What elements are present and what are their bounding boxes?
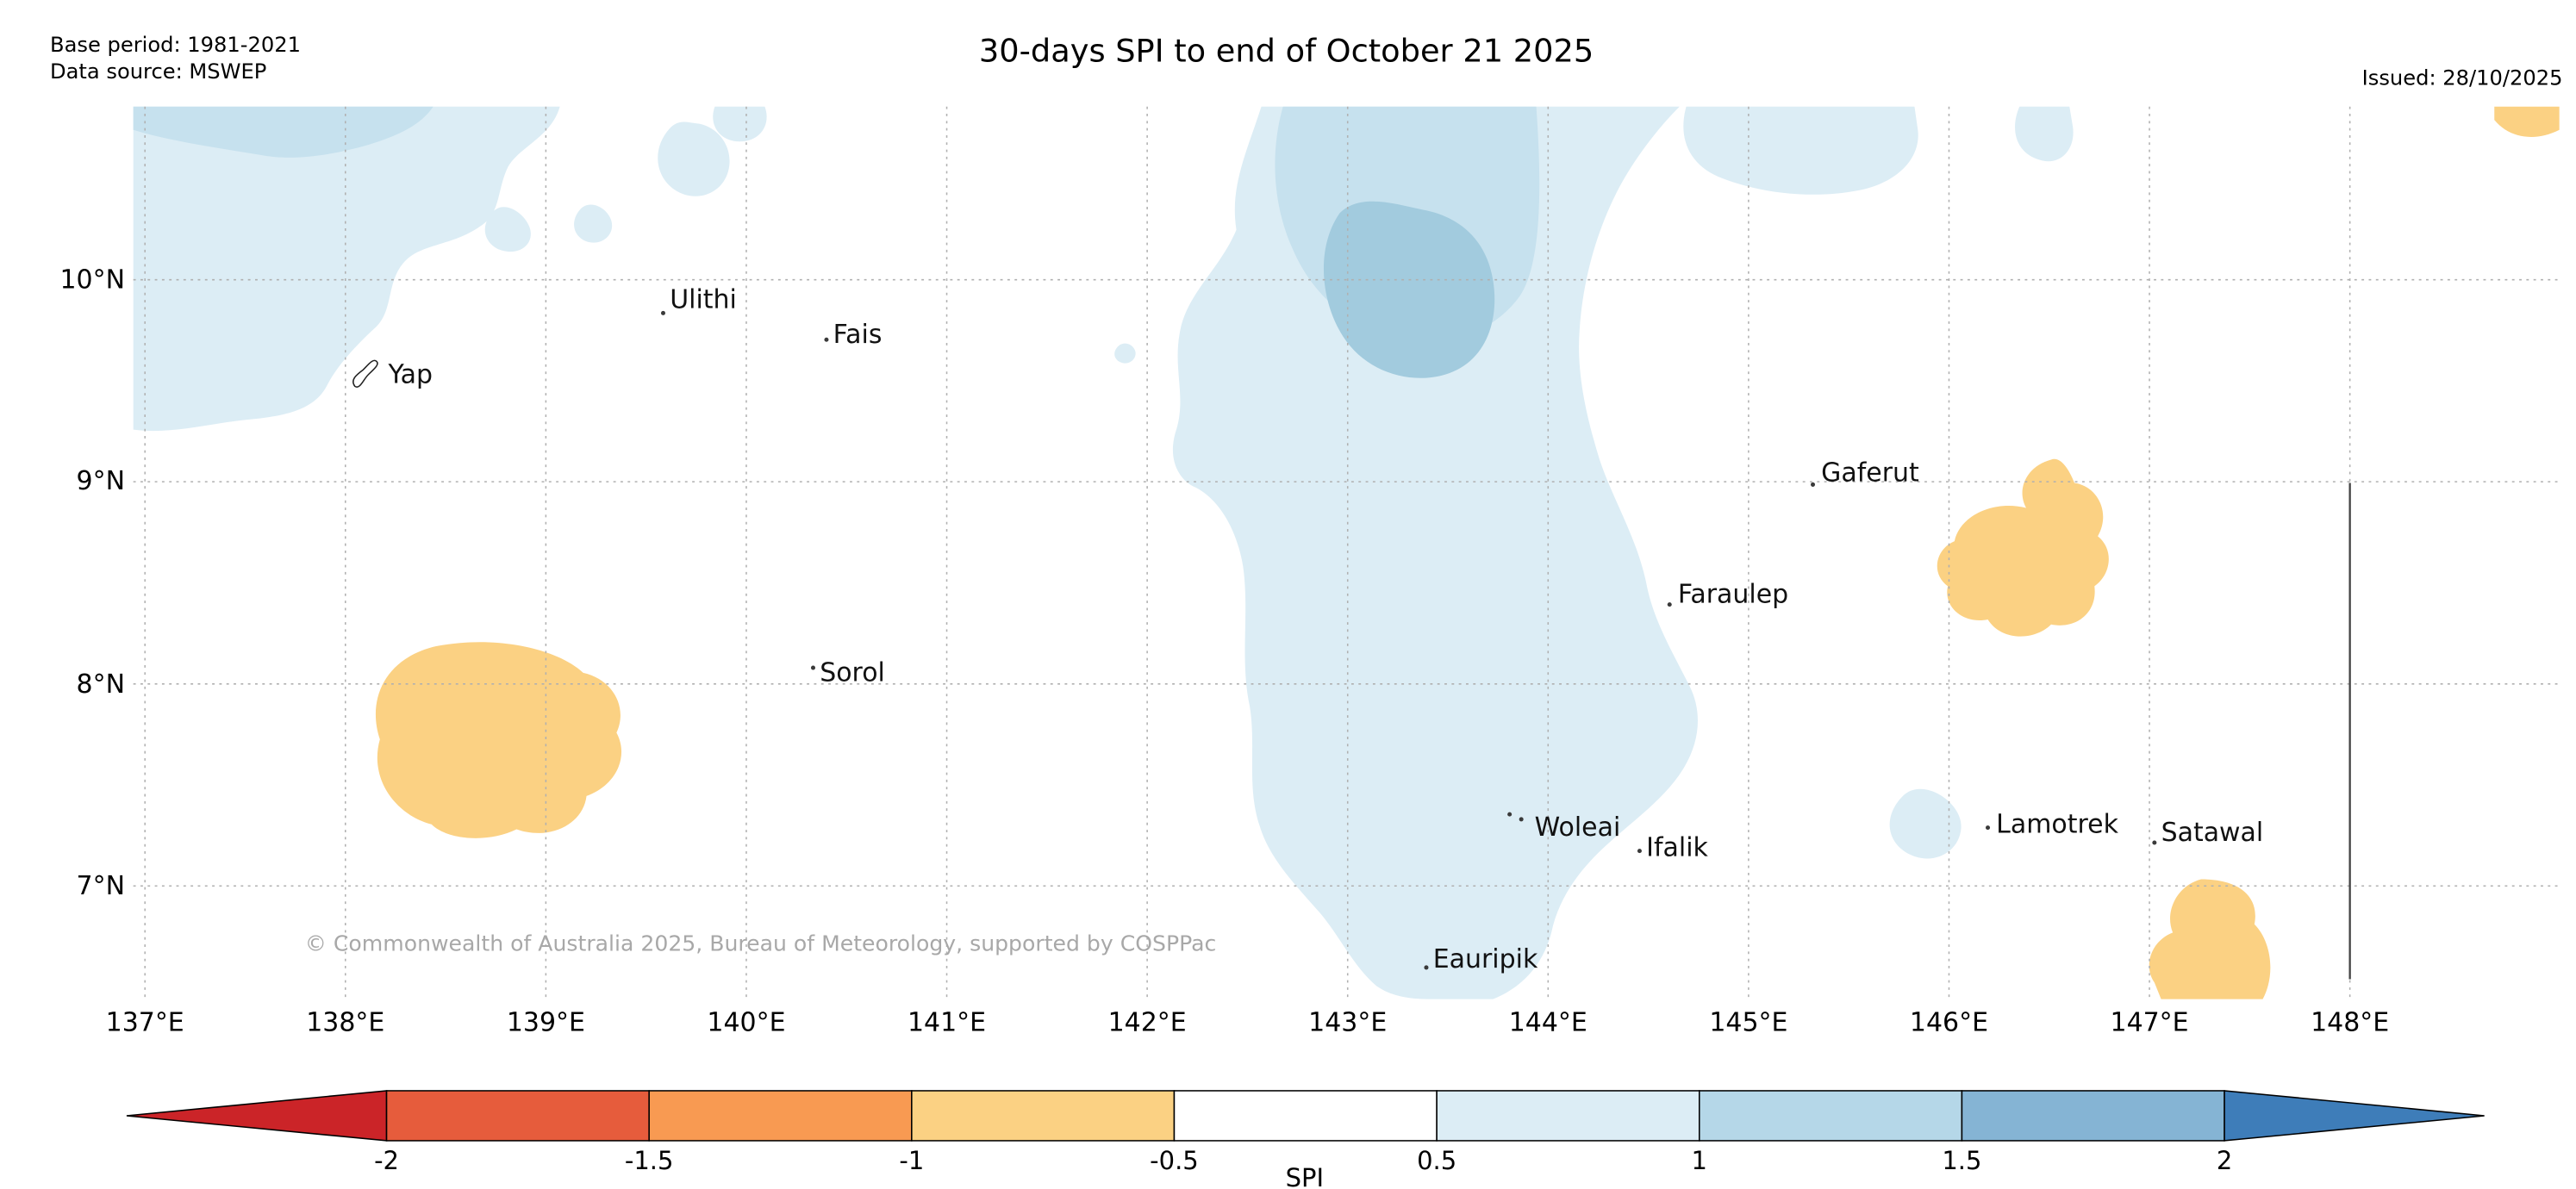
colorbar: -2 -1.5 -1 -0.5 0.5 1 1.5 2 SPI [126,1090,2485,1189]
spi-region-central-core [1323,201,1495,378]
place-label-lamotrek: Lamotrek [1996,809,2118,839]
colorbar-tick-neg2: -2 [374,1146,399,1175]
spi-region-ulithi-top [713,106,767,142]
place-label-ifalik: Ifalik [1646,832,1708,862]
lat-tick-10n: 10°N [59,265,125,295]
spi-region-dry-west [375,642,622,838]
lon-tick-143e: 143°E [1308,1007,1387,1037]
spi-region-dry-gaferut [1937,458,2109,637]
spi-region-central-band [1172,106,1698,999]
lon-tick-146e: 146°E [1910,1007,1988,1037]
lon-tick-140e: 140°E [707,1007,785,1037]
spi-regions [133,106,2560,999]
spi-region-topright-1 [1683,106,1918,195]
lat-tick-8n: 8°N [77,669,125,700]
place-label-faraulep: Faraulep [1678,580,1788,610]
colorbar-tick-15: 1.5 [1942,1146,1981,1175]
colorbar-tick-neg15: -1.5 [625,1146,674,1175]
issued-label: Issued: 28/10/2025 [2362,66,2563,90]
place-label-ulithi: Ulithi [670,285,737,315]
spi-region-small-blob-2 [574,204,613,243]
yap-island-outline [352,359,378,388]
colorbar-tick-05: 0.5 [1417,1146,1456,1175]
colorbar-segment-neg15-neg1 [648,1090,913,1142]
spi-region-ulithi-blob [658,121,730,196]
colorbar-segment-1-15 [1698,1090,1963,1142]
lon-tick-142e: 142°E [1108,1007,1187,1037]
islet-dot-faraulep [1667,602,1672,607]
lat-tick-7n: 7°N [77,871,125,901]
colorbar-segment-neg1-neg05 [911,1090,1176,1142]
base-period-label: Base period: 1981-2021 [50,33,301,57]
islet-dot-sorol [810,665,816,670]
place-label-gaferut: Gaferut [1821,458,1919,489]
colorbar-arrow-left [126,1090,388,1142]
colorbar-segment-15-2 [1961,1090,2225,1142]
islet-dot-ulithi [660,310,665,315]
islet-dot-fais [824,337,829,342]
lon-axis: 137°E 138°E 139°E 140°E 141°E 142°E 143°… [106,1007,2390,1037]
islet-dot-satawal [2152,840,2157,845]
lon-tick-147e: 147°E [2111,1007,2189,1037]
spi-region-speck-1 [1114,343,1136,364]
spi-region-topright-2 [2015,106,2074,162]
spi-region-northwest [133,106,560,432]
colorbar-tick-neg1: -1 [899,1146,924,1175]
islet-dot-woleai-1 [1507,812,1513,817]
place-label-woleai: Woleai [1535,812,1621,843]
lon-tick-138e: 138°E [306,1007,384,1037]
colorbar-tick-neg05: -0.5 [1150,1146,1199,1175]
spi-region-speck-3 [1391,433,1405,445]
islet-dot-ifalik [1637,849,1642,854]
colorbar-segment-neg2-neg15 [385,1090,650,1142]
copyright-notice: © Commonwealth of Australia 2025, Bureau… [305,931,1216,956]
islet-dot-woleai-2 [1519,817,1524,822]
spi-region-speck-2 [1270,434,1288,450]
lon-tick-139e: 139°E [507,1007,585,1037]
islet-dot-eauripik [1424,965,1429,970]
page-title: 30-days SPI to end of October 21 2025 [979,33,1594,70]
place-label-fais: Fais [833,320,883,350]
lon-tick-144e: 144°E [1509,1007,1587,1037]
colorbar-segment-05-1 [1436,1090,1700,1142]
spi-region-small-blob-1 [484,207,531,252]
lat-tick-9n: 9°N [77,466,125,496]
place-label-satawal: Satawal [2161,818,2264,848]
lon-tick-141e: 141°E [908,1007,986,1037]
place-labels: Yap Ulithi Fais Sorol Gaferut Faraulep W… [387,285,2263,974]
place-label-yap: Yap [387,360,433,390]
place-label-sorol: Sorol [820,658,885,688]
lon-tick-148e: 148°E [2311,1007,2389,1037]
colorbar-label: SPI [1286,1163,1324,1189]
data-source-label: Data source: MSWEP [50,59,266,84]
lon-tick-137e: 137°E [106,1007,184,1037]
lon-tick-145e: 145°E [1709,1007,1787,1037]
lat-axis: 10°N 9°N 8°N 7°N [59,265,125,901]
colorbar-segment-neg05-05 [1173,1090,1438,1142]
spi-region-northwest-band [133,106,433,158]
islet-dot-gaferut [1811,482,1816,487]
place-label-eauripik: Eauripik [1433,944,1538,974]
spi-region-lamotrek [1889,788,1962,859]
colorbar-tick-2: 2 [2217,1146,2232,1175]
spi-region-dry-south [2149,879,2271,999]
colorbar-arrow-right [2224,1090,2485,1142]
islet-dot-lamotrek [1986,825,1991,831]
islet-markers [660,310,2157,970]
coastlines [352,359,2351,980]
colorbar-tick-1: 1 [1692,1146,1707,1175]
spi-region-dry-corner [2494,106,2560,137]
